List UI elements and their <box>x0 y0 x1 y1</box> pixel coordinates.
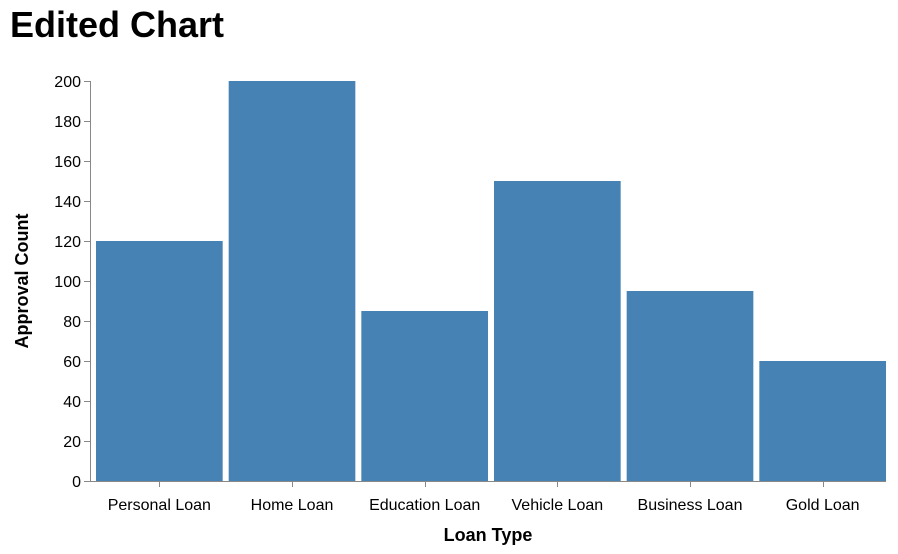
y-tick-label: 160 <box>54 154 81 171</box>
bars <box>96 81 886 481</box>
y-tick-label: 20 <box>63 434 81 451</box>
bar <box>361 311 488 481</box>
bar <box>96 241 223 481</box>
y-tick-label: 0 <box>72 474 81 491</box>
bar <box>626 291 754 481</box>
x-tick-label: Personal Loan <box>108 497 211 514</box>
bar <box>494 181 621 481</box>
x-axis-title: Loan Type <box>444 525 533 545</box>
x-tick-label: Vehicle Loan <box>512 497 604 514</box>
x-tick-label: Gold Loan <box>786 497 860 514</box>
y-tick-label: 120 <box>54 234 81 251</box>
y-tick-label: 180 <box>54 114 81 131</box>
y-tick-label: 60 <box>63 354 81 371</box>
y-axis-title: Approval Count <box>12 214 32 349</box>
x-axis: Personal Loan Home Loan Education Loan Vehi… <box>90 481 886 514</box>
y-tick-label: 200 <box>54 74 81 91</box>
y-tick-label: 100 <box>54 274 81 291</box>
x-tick-label: Home Loan <box>251 497 334 514</box>
y-tick-label: 40 <box>63 394 81 411</box>
y-axis: 0 20 40 60 80 100 120 140 160 180 200 <box>54 74 91 491</box>
y-tick-label: 80 <box>63 314 81 331</box>
bar <box>759 361 886 481</box>
x-tick-label: Education Loan <box>369 497 480 514</box>
chart-title: Edited Chart <box>10 4 225 45</box>
x-tick-label: Business Loan <box>638 497 743 514</box>
bar <box>228 81 356 481</box>
y-tick-label: 140 <box>54 194 81 211</box>
